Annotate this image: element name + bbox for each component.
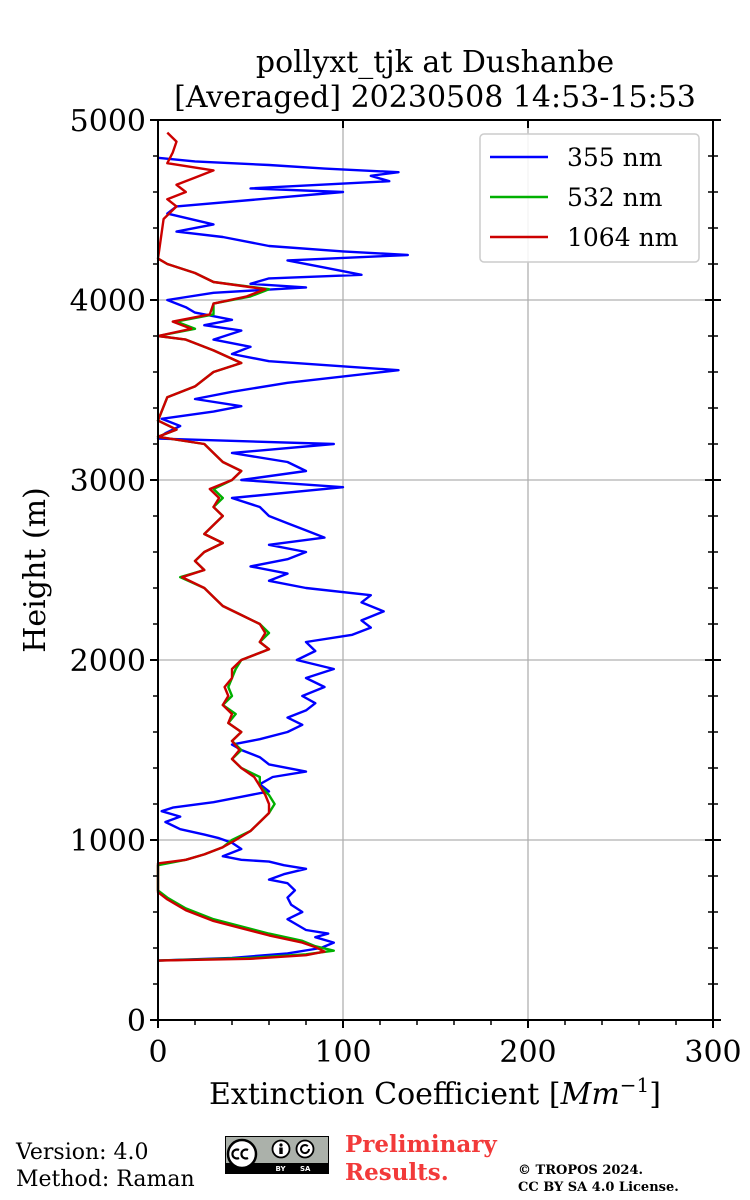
legend-label: 1064 nm (567, 223, 679, 252)
license-badge-text: BY SA (276, 1165, 312, 1173)
y-tick-label: 5000 (70, 104, 146, 139)
x-tick-label: 100 (314, 1035, 371, 1070)
copyright-line: © TROPOS 2024. (518, 1163, 644, 1178)
x-axis-label: Extinction Coefficient [Mm−1] (209, 1073, 661, 1112)
x-axis-label-main: Extinction Coefficient [ (209, 1077, 561, 1112)
y-tick-label: 1000 (70, 824, 146, 859)
x-tick-label: 300 (684, 1035, 741, 1070)
y-tick-label: 2000 (70, 644, 146, 679)
method-label: Method: Raman (16, 1167, 195, 1192)
preliminary-label: Preliminary (345, 1131, 497, 1158)
results-label: Results. (345, 1159, 449, 1186)
x-axis-label-exponent: −1 (620, 1073, 649, 1097)
x-axis-label-unit: Mm (560, 1077, 620, 1112)
cc-by-sa-license-badge: BY SA (225, 1136, 329, 1174)
x-tick-label: 200 (499, 1035, 556, 1070)
y-axis-label: Height (m) (18, 487, 53, 652)
legend-label: 355 nm (567, 143, 663, 172)
legend-box (479, 133, 700, 263)
chart-title-line2: [Averaged] 20230508 14:53-15:53 (174, 80, 696, 115)
plot-frame (157, 119, 714, 1021)
x-tick-label: 0 (148, 1035, 167, 1070)
x-axis-label-close: ] (649, 1077, 661, 1112)
legend: 355 nm 532 nm 1064 nm (479, 133, 700, 263)
license-line: CC BY SA 4.0 License. (518, 1180, 679, 1195)
legend-label: 532 nm (567, 183, 663, 212)
chart-title-line1: pollyxt_tjk at Dushanbe (256, 45, 614, 80)
y-tick-label: 0 (127, 1004, 146, 1039)
y-tick-label: 3000 (70, 464, 146, 499)
y-tick-label: 4000 (70, 284, 146, 319)
series-line-1064-nm (156, 131, 326, 962)
version-label: Version: 4.0 (16, 1140, 149, 1165)
plot-series (156, 131, 409, 962)
share-alike-icon (295, 1139, 315, 1159)
series-line-355-nm (156, 156, 409, 962)
